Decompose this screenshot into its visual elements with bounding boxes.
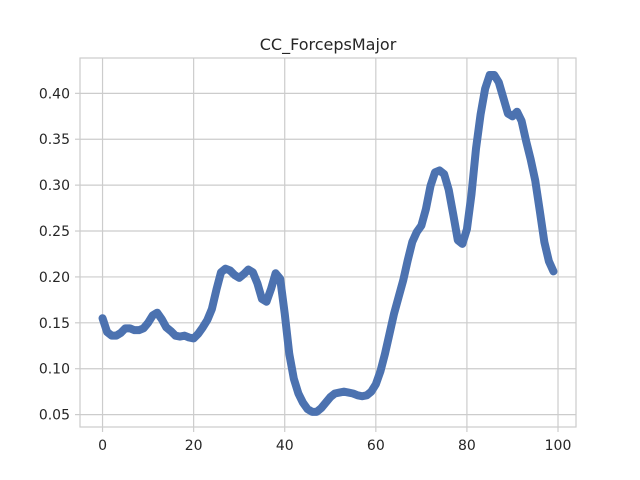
x-tick-label: 60 — [367, 438, 385, 454]
series-lines — [98, 70, 558, 416]
chart-title: CC_ForcepsMajor — [260, 35, 397, 55]
grid-lines — [80, 58, 576, 427]
y-tick-label: 0.05 — [39, 408, 70, 424]
axes-frame — [79, 57, 577, 428]
y-tick-label: 0.40 — [39, 86, 70, 102]
x-tick-label: 100 — [545, 438, 572, 454]
x-tick-label: 40 — [276, 438, 294, 454]
y-tick-label: 0.35 — [39, 132, 70, 148]
series-line — [98, 70, 558, 416]
y-tick-label: 0.20 — [39, 270, 70, 286]
y-tick-label: 0.30 — [39, 178, 70, 194]
x-tick-label: 0 — [98, 438, 107, 454]
x-axis-ticks: 0 20 40 60 80 100 — [98, 427, 571, 454]
axes-border — [79, 57, 577, 428]
x-tick-label: 80 — [458, 438, 476, 454]
x-tick-label: 20 — [185, 438, 203, 454]
y-tick-label: 0.10 — [39, 362, 70, 378]
y-tick-label: 0.25 — [39, 224, 70, 240]
y-axis-ticks: 0.05 0.10 0.15 0.20 0.25 0.30 0.35 0.40 — [39, 86, 80, 424]
y-tick-label: 0.15 — [39, 316, 70, 332]
